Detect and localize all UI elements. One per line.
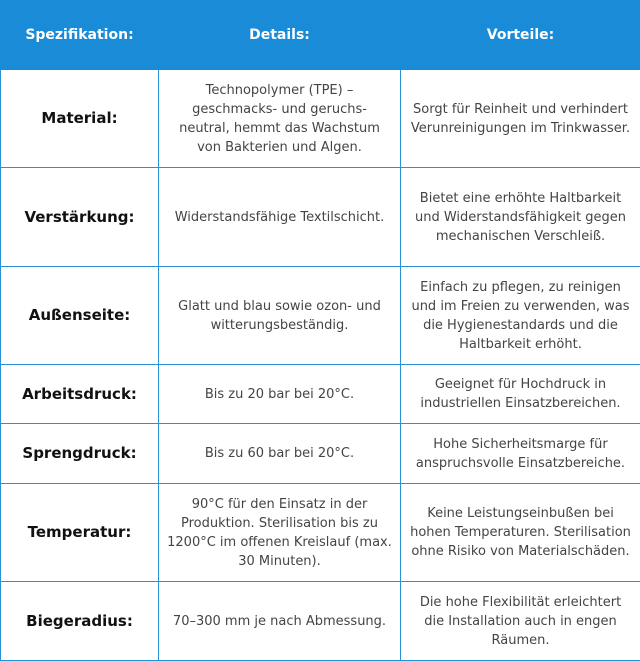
table-row: Außenseite:Glatt und blau sowie ozon- un… [1,267,640,365]
benefits-cell: Die hohe Flexibilität erleichtert die In… [401,582,640,661]
table-row: Arbeitsdruck:Bis zu 20 bar bei 20°C.Geei… [1,365,640,424]
details-cell: Technopolymer (TPE) – geschmacks- und ge… [159,70,401,168]
table-row: Biegeradius:70–300 mm je nach Abmessung.… [1,582,640,661]
spec-cell: Temperatur: [1,484,159,582]
table-row: Verstärkung:Widerstandsfähige Textilschi… [1,168,640,267]
table-row: Material:Technopolymer (TPE) – geschmack… [1,70,640,168]
details-cell: 70–300 mm je nach Abmessung. [159,582,401,661]
benefits-cell: Einfach zu pflegen, zu reinigen und im F… [401,267,640,365]
benefits-cell: Sorgt für Reinheit und verhindert Verunr… [401,70,640,168]
header-cell: Details: [159,1,401,70]
benefits-cell: Keine Leistungseinbußen bei hohen Temper… [401,484,640,582]
header-cell: Spezifikation: [1,1,159,70]
header-row: Spezifikation: Details: Vorteile: [1,1,640,70]
benefits-cell: Geeignet für Hochdruck in industriellen … [401,365,640,424]
spec-cell: Außenseite: [1,267,159,365]
spec-cell: Sprengdruck: [1,424,159,484]
spec-cell: Biegeradius: [1,582,159,661]
table-row: Sprengdruck:Bis zu 60 bar bei 20°C.Hohe … [1,424,640,484]
details-cell: Widerstandsfähige Textilschicht. [159,168,401,267]
details-cell: Bis zu 60 bar bei 20°C. [159,424,401,484]
spec-cell: Arbeitsdruck: [1,365,159,424]
details-cell: Bis zu 20 bar bei 20°C. [159,365,401,424]
benefits-cell: Hohe Sicherheitsmarge für anspruchsvolle… [401,424,640,484]
header-cell: Vorteile: [401,1,640,70]
table-row: Temperatur:90°C für den Einsatz in der P… [1,484,640,582]
table-body: Material:Technopolymer (TPE) – geschmack… [1,70,640,661]
spec-cell: Verstärkung: [1,168,159,267]
benefits-cell: Bietet eine erhöhte Haltbarkeit und Wide… [401,168,640,267]
details-cell: 90°C für den Einsatz in der Produktion. … [159,484,401,582]
spec-cell: Material: [1,70,159,168]
details-cell: Glatt und blau sowie ozon- und witterung… [159,267,401,365]
